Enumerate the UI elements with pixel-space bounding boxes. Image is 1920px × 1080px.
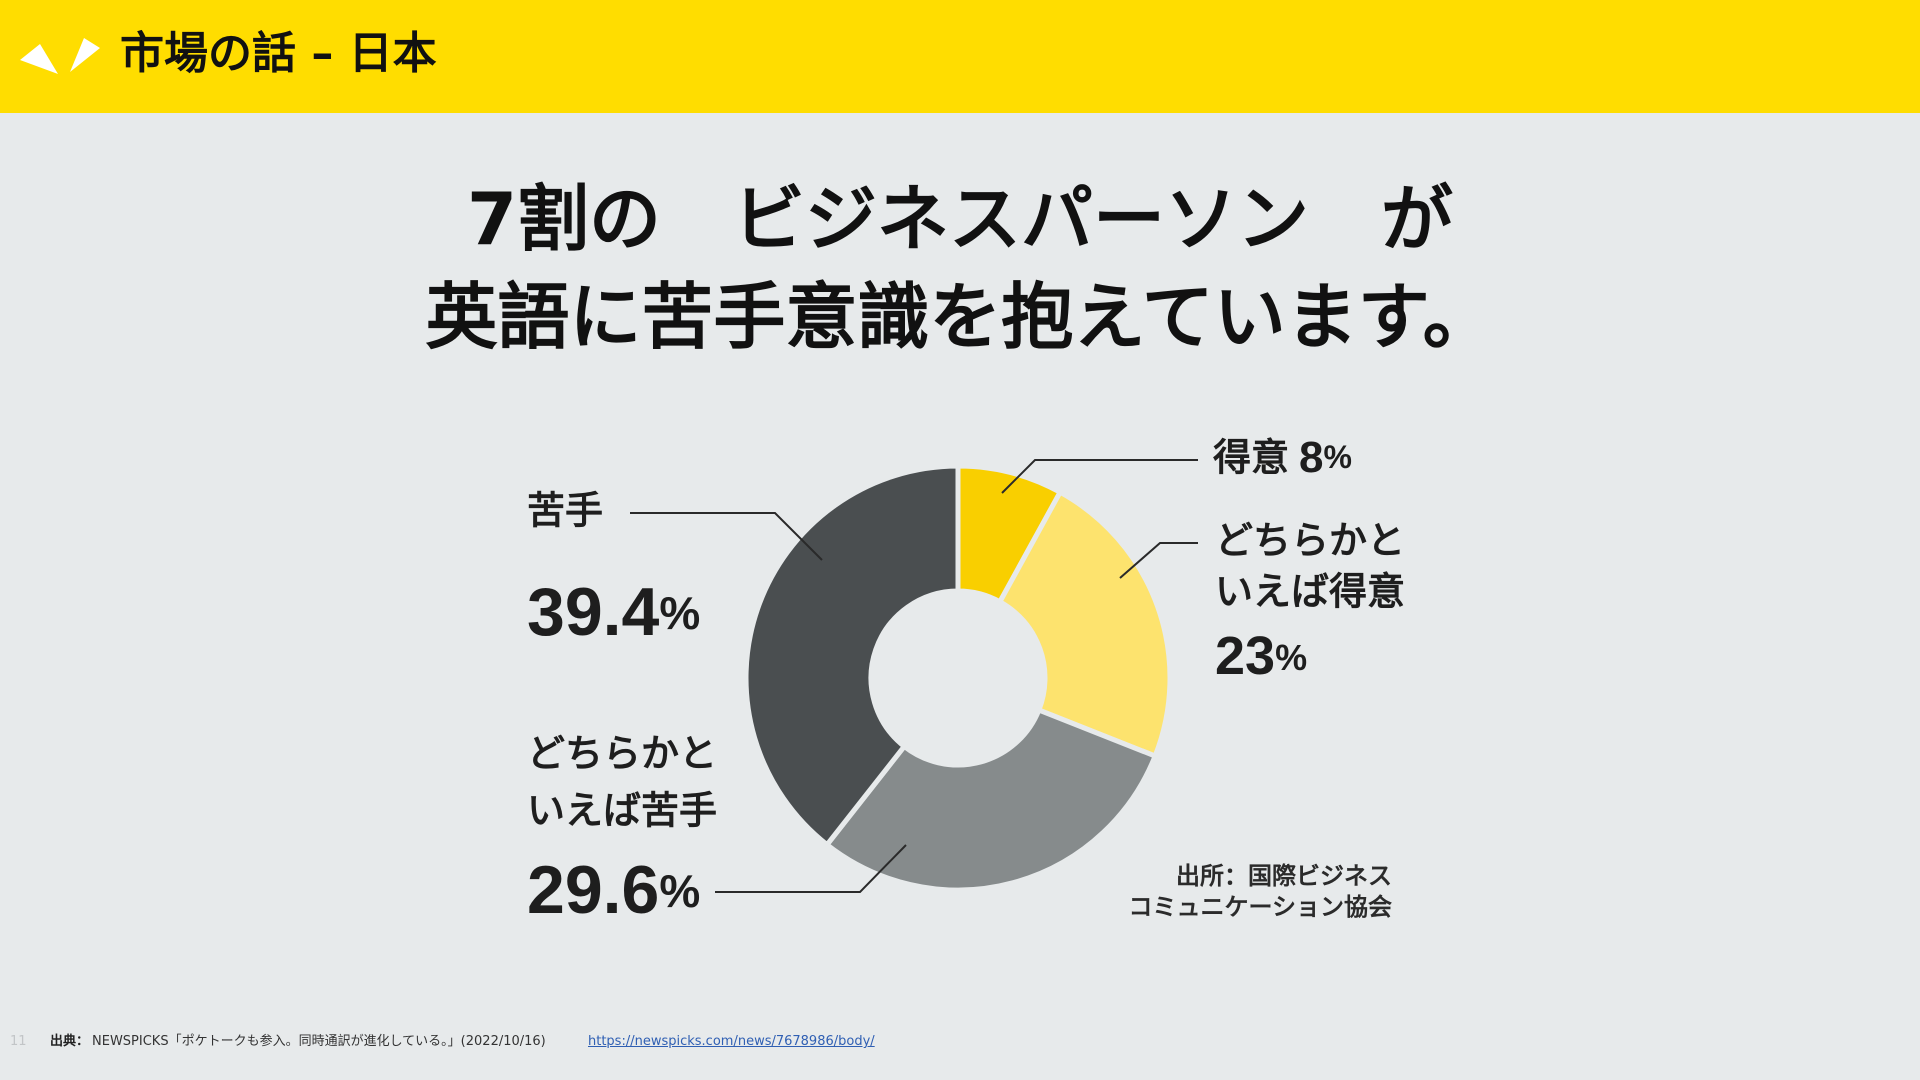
slice-label-3-0: 苦手 — [527, 489, 603, 533]
chart-credit-1: コミュニケーション協会 — [1128, 893, 1392, 921]
slice-value-1: 23% — [1215, 626, 1307, 686]
slice-value-0: 8% — [1299, 433, 1352, 482]
source-label: 出典： — [50, 1034, 90, 1049]
double-chevron-logo-icon — [20, 38, 100, 74]
slice-label-0-0: 得意 — [1213, 436, 1289, 480]
chart-credit-0: 出所：国際ビジネス — [1176, 862, 1392, 890]
source-link[interactable]: https://newspicks.com/news/7678986/body/ — [588, 1034, 875, 1049]
slice-label-1-0: どちらかと — [1215, 519, 1405, 563]
leader-line-3 — [630, 512, 823, 561]
slice-label-2-1: いえば苦手 — [527, 789, 717, 833]
source-citation: NEWSPICKS「ポケトークも参入。同時通訳が進化している。」(2022/10… — [92, 1034, 546, 1049]
slice-value-2: 29.6% — [527, 852, 700, 928]
slice-label-1-1: いえば得意 — [1215, 570, 1405, 614]
headline-line-1: 7割の ビジネスパーソン が — [466, 177, 1454, 261]
page-number: 11 — [10, 1034, 27, 1049]
leader-line-2 — [715, 844, 907, 893]
leader-line-0 — [1001, 459, 1198, 494]
headline-line-2: 英語に苦手意識を抱えています。 — [425, 275, 1495, 359]
page-title: 市場の話 – 日本 — [120, 28, 437, 79]
footer: 11 出典： NEWSPICKS「ポケトークも参入。同時通訳が進化している。」(… — [0, 1030, 1920, 1054]
slice-label-2-0: どちらかと — [527, 732, 717, 776]
donut-slice-2 — [823, 706, 1159, 893]
leader-line-1 — [1119, 542, 1198, 579]
header-bar: 市場の話 – 日本 — [0, 0, 1920, 113]
donut-slice-3 — [743, 463, 961, 849]
slice-value-3: 39.4% — [527, 574, 700, 650]
donut-slice-1 — [996, 488, 1173, 760]
headline: 7割の ビジネスパーソン が 英語に苦手意識を抱えています。 — [0, 170, 1920, 366]
